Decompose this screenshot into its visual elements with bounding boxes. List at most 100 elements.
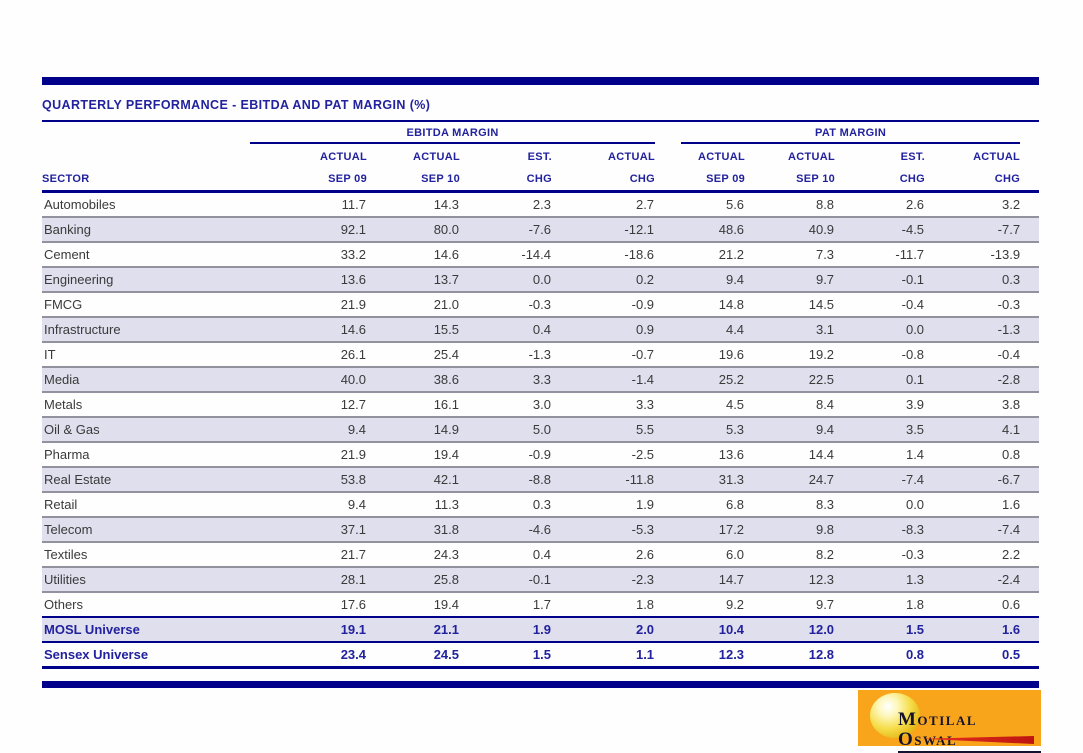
value-cell: 5.5 <box>552 417 656 443</box>
value-cell: -7.4 <box>835 467 926 493</box>
value-cell: 15.5 <box>367 317 460 343</box>
value-cell: 31.8 <box>367 517 460 543</box>
value-cell: 21.1 <box>367 617 460 643</box>
value-cell: 14.4 <box>745 442 836 468</box>
value-cell: 21.9 <box>250 442 367 468</box>
value-cell: -0.3 <box>925 292 1040 318</box>
title-underline <box>42 120 1039 122</box>
value-cell: 3.3 <box>460 367 552 393</box>
motilal-oswal-logo: Motilal Oswal <box>858 690 1041 753</box>
sector-cell: Oil & Gas <box>42 417 250 443</box>
value-cell: 17.2 <box>655 517 746 543</box>
value-cell: -2.8 <box>925 367 1040 393</box>
sector-cell: Metals <box>42 392 250 418</box>
sector-cell: Retail <box>42 492 250 518</box>
value-cell: 21.7 <box>250 542 367 568</box>
value-cell: 0.0 <box>835 317 926 343</box>
logo-red-swoosh-icon <box>922 736 1034 744</box>
value-cell: -0.4 <box>835 292 926 318</box>
col-header: ACTUAL <box>412 150 460 163</box>
group-header-ebitda: EBITDA MARGIN <box>250 126 656 146</box>
value-cell: 1.9 <box>552 492 656 518</box>
col-header: CHG <box>925 167 1040 193</box>
group-header-spacer <box>42 126 250 146</box>
table-row: Cement 33.2 14.6 -14.4 -18.6 21.2 7.3 -11.7 -13.… <box>42 242 1040 268</box>
table-row: Retail 9.4 11.3 0.3 1.9 6.8 8.3 0.0 1.6 <box>42 492 1040 518</box>
value-cell: 24.7 <box>745 467 836 493</box>
value-cell: 24.5 <box>367 642 460 669</box>
value-cell: -1.3 <box>460 342 552 368</box>
value-cell: 1.4 <box>835 442 926 468</box>
value-cell: 5.3 <box>655 417 746 443</box>
value-cell: 0.3 <box>925 267 1040 293</box>
column-header-row-1: ACTUAL ACTUAL EST. ACTUAL ACTUAL ACTUAL … <box>42 146 1039 167</box>
value-cell: -0.1 <box>460 567 552 593</box>
value-cell: -0.8 <box>835 342 926 368</box>
logo-sun-sphere-icon <box>870 693 920 738</box>
top-rule <box>42 77 1039 85</box>
value-cell: -2.3 <box>552 567 656 593</box>
value-cell: 12.7 <box>250 392 367 418</box>
value-cell: 9.2 <box>655 592 746 618</box>
value-cell: 21.9 <box>250 292 367 318</box>
value-cell: 3.8 <box>925 392 1040 418</box>
value-cell: 9.8 <box>745 517 836 543</box>
value-cell: 25.4 <box>367 342 460 368</box>
sector-cell: Sensex Universe <box>42 642 250 669</box>
value-cell: 1.8 <box>835 592 926 618</box>
sector-cell: Engineering <box>42 267 250 293</box>
value-cell: 42.1 <box>367 467 460 493</box>
value-cell: 0.4 <box>460 317 552 343</box>
table-row: IT 26.1 25.4 -1.3 -0.7 19.6 19.2 -0.8 -0.4 <box>42 342 1040 368</box>
value-cell: 0.9 <box>552 317 656 343</box>
value-cell: 6.8 <box>655 492 746 518</box>
sector-cell: Banking <box>42 217 250 243</box>
value-cell: -4.6 <box>460 517 552 543</box>
value-cell: 4.5 <box>655 392 746 418</box>
value-cell: 14.5 <box>745 292 836 318</box>
value-cell: 1.7 <box>460 592 552 618</box>
value-cell: 0.8 <box>835 642 926 669</box>
value-cell: -0.1 <box>835 267 926 293</box>
value-cell: 0.5 <box>925 642 1040 669</box>
table-row: Textiles 21.7 24.3 0.4 2.6 6.0 8.2 -0.3 2.2 <box>42 542 1040 568</box>
value-cell: 14.6 <box>367 242 460 268</box>
value-cell: 3.1 <box>745 317 836 343</box>
sector-cell: Textiles <box>42 542 250 568</box>
col-header: ACTUAL <box>698 150 746 163</box>
value-cell: 31.3 <box>655 467 746 493</box>
value-cell: 38.6 <box>367 367 460 393</box>
value-cell: 12.3 <box>745 567 836 593</box>
value-cell: 8.8 <box>745 191 836 218</box>
col-header: SEP 10 <box>367 167 460 193</box>
table-row: Utilities 28.1 25.8 -0.1 -2.3 14.7 12.3 1.3 -2.4 <box>42 567 1040 593</box>
sector-cell: Others <box>42 592 250 618</box>
value-cell: 28.1 <box>250 567 367 593</box>
value-cell: 12.0 <box>745 617 836 643</box>
table-row: Infrastructure 14.6 15.5 0.4 0.9 4.4 3.1 0.0 -1.… <box>42 317 1040 343</box>
table-row: Metals 12.7 16.1 3.0 3.3 4.5 8.4 3.9 3.8 <box>42 392 1040 418</box>
value-cell: 37.1 <box>250 517 367 543</box>
logo-brand-text: Motilal Oswal <box>898 710 1041 753</box>
value-cell: -7.7 <box>925 217 1040 243</box>
value-cell: 4.1 <box>925 417 1040 443</box>
group-header-row: EBITDA MARGIN PAT MARGIN <box>42 126 1039 146</box>
col-header: ACTUAL <box>608 150 656 163</box>
sector-cell: Cement <box>42 242 250 268</box>
value-cell: -8.3 <box>835 517 926 543</box>
value-cell: 9.4 <box>655 267 746 293</box>
value-cell: 1.5 <box>460 642 552 669</box>
value-cell: 1.8 <box>552 592 656 618</box>
value-cell: 8.3 <box>745 492 836 518</box>
col-header: SEP 09 <box>655 167 746 193</box>
sector-cell: Pharma <box>42 442 250 468</box>
value-cell: 40.9 <box>745 217 836 243</box>
sector-column-header: SECTOR <box>42 167 250 193</box>
value-cell: 0.2 <box>552 267 656 293</box>
value-cell: 26.1 <box>250 342 367 368</box>
col-header: CHG <box>835 167 926 193</box>
value-cell: 9.7 <box>745 592 836 618</box>
table-row: Media 40.0 38.6 3.3 -1.4 25.2 22.5 0.1 -2.8 <box>42 367 1040 393</box>
value-cell: 14.3 <box>367 191 460 218</box>
table-row: Banking 92.1 80.0 -7.6 -12.1 48.6 40.9 -4.5 -7.7 <box>42 217 1040 243</box>
